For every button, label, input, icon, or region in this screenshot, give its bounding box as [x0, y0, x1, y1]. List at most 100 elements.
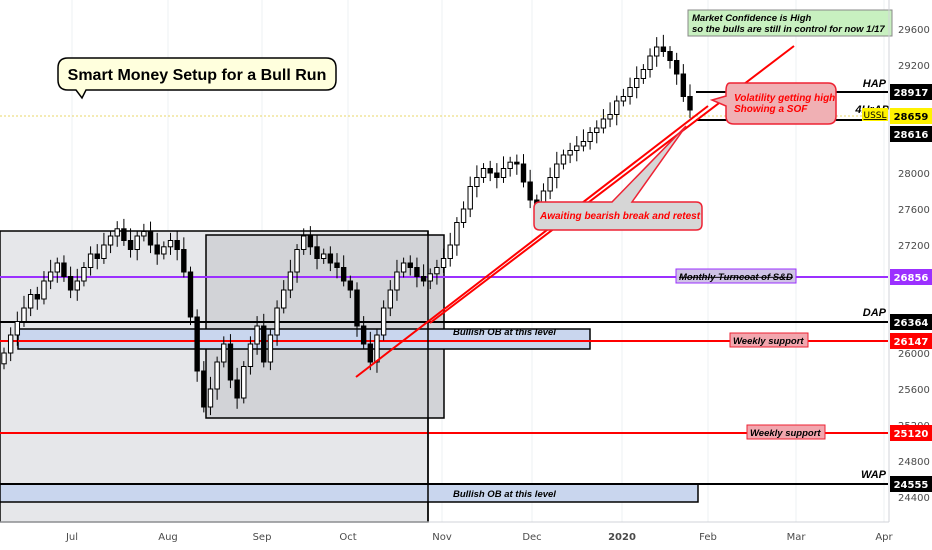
candle: [241, 361, 247, 404]
candle: [554, 151, 560, 189]
candle: [687, 84, 693, 119]
candle: [34, 286, 41, 310]
ussl-tag: USSL: [862, 108, 888, 121]
y-tick-label: 28000: [898, 169, 930, 180]
candle: [141, 223, 147, 242]
candle: [281, 280, 287, 314]
candle: [440, 248, 447, 273]
candle: [640, 64, 647, 84]
price-tag-current: 28659: [890, 108, 932, 124]
x-tick-label: Dec: [522, 532, 541, 543]
candle: [394, 259, 400, 301]
chart-title: Smart Money Setup for a Bull Run: [68, 67, 327, 84]
candle: [660, 34, 667, 57]
candle: [494, 163, 500, 189]
y-tick-label: 27200: [898, 241, 930, 252]
x-tick-label: Oct: [339, 532, 356, 543]
y-tick-label: 24400: [898, 493, 930, 504]
price-tag-weekly-1: 26147: [890, 333, 932, 349]
bullish-ob-zone-lower: [0, 483, 699, 503]
candle: [500, 156, 507, 183]
candle: [134, 230, 140, 261]
candle: [254, 316, 260, 355]
x-axis-ticks: Jul Aug Sep Oct Nov Dec 2020 Feb Mar Apr: [65, 532, 894, 543]
candle: [347, 275, 354, 299]
weekly-support-tag-2-text: Weekly support: [750, 428, 821, 439]
candle: [181, 237, 187, 278]
candle: [307, 226, 314, 255]
candle: [261, 313, 267, 368]
candle: [520, 154, 527, 188]
candle: [647, 48, 653, 78]
candle: [594, 120, 600, 144]
candle: [47, 259, 54, 290]
candle: [614, 95, 620, 126]
candle: [667, 46, 673, 69]
candle: [400, 257, 407, 278]
candle: [7, 327, 14, 362]
candle: [221, 336, 227, 368]
candle: [340, 255, 347, 287]
ussl-label: USSL: [863, 111, 886, 121]
candle: [414, 257, 420, 288]
title-callout: Smart Money Setup for a Bull Run: [57, 57, 337, 100]
candle: [487, 160, 493, 182]
candle: [620, 88, 627, 107]
candle: [680, 64, 687, 102]
x-tick-label: Aug: [158, 532, 178, 543]
price-tag-weekly-2-text: 25120: [894, 429, 929, 440]
candle: [94, 244, 100, 270]
candle: [434, 259, 440, 285]
candle: [154, 232, 160, 265]
candle: [480, 163, 487, 183]
candle: [560, 149, 567, 170]
candle: [81, 262, 87, 287]
candle: [354, 282, 360, 337]
weekly-support-tag-2: Weekly support: [746, 424, 826, 440]
candle: [507, 156, 513, 177]
price-tag-weekly-2: 25120: [890, 425, 932, 441]
awaiting-callout: Awaiting bearish break and retest: [533, 125, 703, 231]
candle: [167, 232, 174, 255]
bullish-ob-label-upper: Bullish OB at this level: [453, 327, 556, 338]
candle: [107, 230, 114, 254]
candle: [114, 221, 120, 247]
price-tag-current-text: 28659: [894, 112, 929, 123]
price-tag-4hrap: 28616: [890, 126, 932, 142]
x-tick-label: Mar: [787, 532, 807, 543]
candle: [673, 52, 680, 85]
candle: [187, 266, 194, 326]
candle: [467, 176, 473, 218]
candle: [547, 167, 553, 200]
price-tag-hap-text: 28917: [894, 88, 929, 99]
candle: [161, 241, 167, 260]
candle: [514, 154, 520, 175]
candle: [121, 218, 127, 246]
y-tick-label: 27600: [898, 205, 930, 216]
price-tag-4hrap-text: 28616: [894, 130, 929, 141]
confidence-line-2: so the bulls are still in control for no…: [692, 24, 885, 35]
candle: [567, 142, 573, 164]
confidence-line-1: Market Confidence is High: [692, 13, 811, 24]
candle: [607, 102, 613, 128]
candle: [234, 367, 240, 409]
x-tick-label: Apr: [875, 532, 893, 543]
price-tag-dap-text: 26364: [894, 318, 929, 329]
x-tick-label: Nov: [432, 532, 452, 543]
candle: [447, 232, 453, 267]
price-tag-wap: 24555: [890, 476, 932, 492]
candle: [427, 268, 433, 290]
trendline-lower: [355, 105, 709, 378]
candle: [653, 37, 660, 67]
candle: [127, 228, 134, 258]
awaiting-text: Awaiting bearish break and retest: [539, 211, 701, 222]
candle: [320, 248, 327, 264]
weekly-support-tag-1: Weekly support: [729, 332, 809, 348]
x-tick-label: Sep: [253, 532, 272, 543]
candle: [67, 266, 74, 299]
x-tick-label: Jul: [65, 532, 78, 543]
candle: [387, 280, 393, 317]
price-tag-weekly-1-text: 26147: [894, 337, 929, 348]
candle: [21, 295, 27, 327]
